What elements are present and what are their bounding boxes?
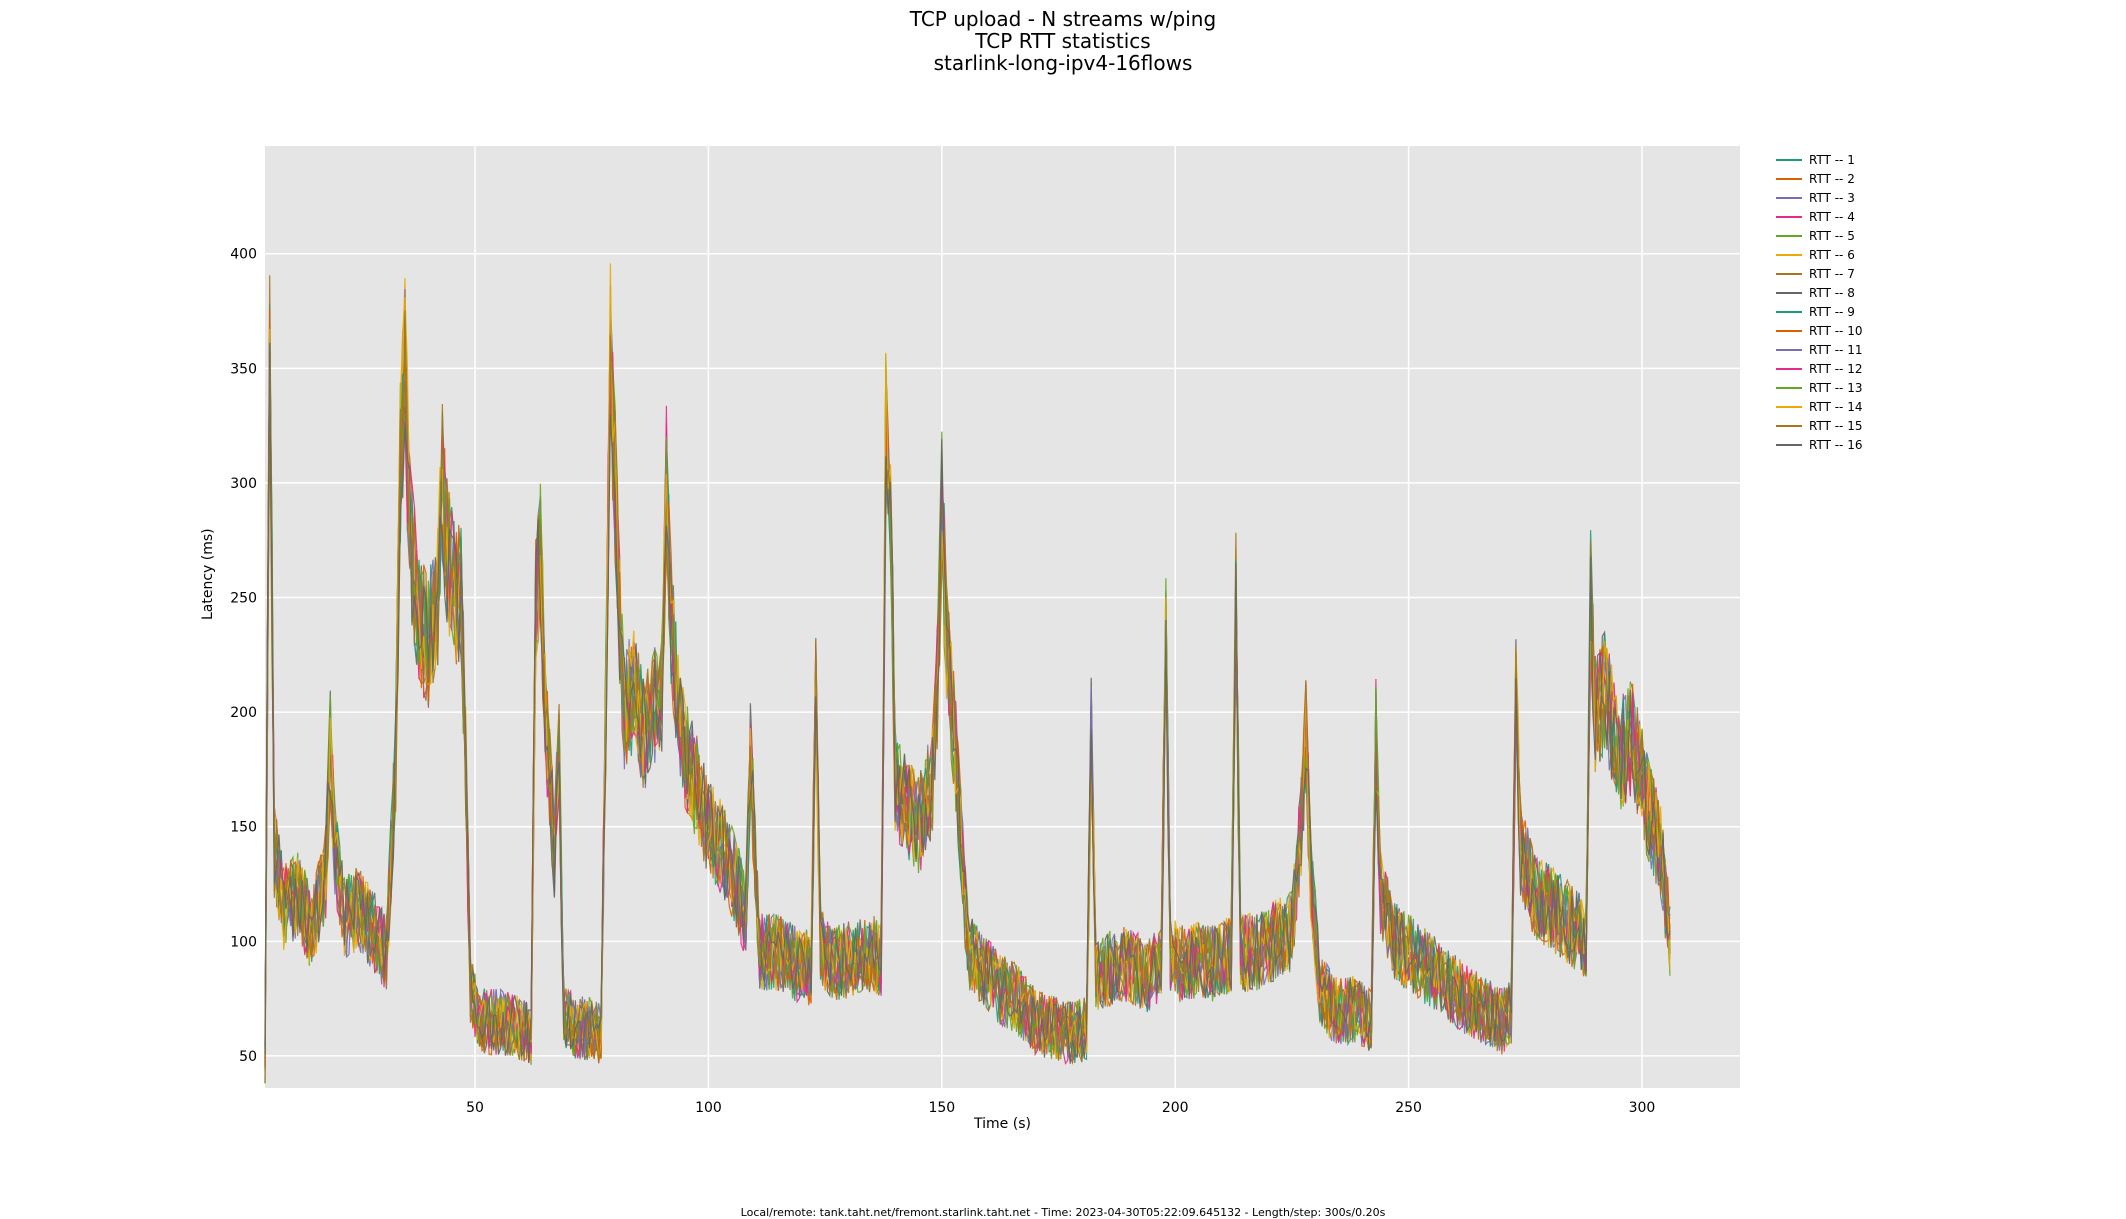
- legend-label: RTT -- 14: [1809, 399, 1863, 414]
- legend-swatch: [1776, 443, 1802, 446]
- legend-label: RTT -- 8: [1809, 285, 1855, 300]
- legend-label: RTT -- 6: [1809, 247, 1855, 262]
- chart-subtitle: TCP RTT statistics: [975, 29, 1151, 53]
- legend-label: RTT -- 15: [1809, 418, 1863, 433]
- legend-swatch: [1776, 272, 1802, 275]
- legend-label: RTT -- 12: [1809, 361, 1863, 376]
- legend-item: RTT -- 10: [1776, 321, 1862, 340]
- x-axis-label: Time (s): [974, 1116, 1031, 1132]
- legend-swatch: [1776, 158, 1802, 161]
- legend-swatch: [1776, 424, 1802, 427]
- legend-swatch: [1776, 291, 1802, 294]
- footer-info: Local/remote: tank.taht.net/fremont.star…: [740, 1206, 1386, 1219]
- legend-item: RTT -- 9: [1776, 302, 1862, 321]
- legend-swatch: [1776, 348, 1802, 351]
- legend-item: RTT -- 4: [1776, 207, 1862, 226]
- legend-swatch: [1776, 310, 1802, 313]
- legend-item: RTT -- 6: [1776, 245, 1862, 264]
- legend-item: RTT -- 15: [1776, 416, 1862, 435]
- y-tick-label: 250: [230, 591, 257, 607]
- x-tick-label: 100: [695, 1100, 722, 1116]
- x-tick-label: 300: [1629, 1100, 1656, 1116]
- legend-swatch: [1776, 253, 1802, 256]
- legend-label: RTT -- 11: [1809, 342, 1863, 357]
- x-tick-label: 250: [1395, 1100, 1422, 1116]
- y-tick-label: 300: [230, 476, 257, 492]
- legend-swatch: [1776, 405, 1802, 408]
- legend-label: RTT -- 13: [1809, 380, 1863, 395]
- legend-label: RTT -- 4: [1809, 209, 1855, 224]
- plot-area: [265, 146, 1740, 1088]
- series-line-16: [264, 342, 1671, 1064]
- y-tick-label: 100: [230, 934, 257, 950]
- series-line-15: [264, 310, 1671, 1084]
- y-tick-label: 350: [230, 361, 257, 377]
- legend-label: RTT -- 7: [1809, 266, 1855, 281]
- y-tick-label: 150: [230, 820, 257, 836]
- legend-label: RTT -- 16: [1809, 437, 1863, 452]
- legend-item: RTT -- 3: [1776, 188, 1862, 207]
- x-tick-label: 200: [1162, 1100, 1189, 1116]
- x-tick-label: 50: [466, 1100, 484, 1116]
- legend-item: RTT -- 2: [1776, 169, 1862, 188]
- legend-item: RTT -- 11: [1776, 340, 1862, 359]
- legend-label: RTT -- 10: [1809, 323, 1863, 338]
- legend-item: RTT -- 8: [1776, 283, 1862, 302]
- y-tick-label: 400: [230, 247, 257, 263]
- legend-swatch: [1776, 234, 1802, 237]
- legend-swatch: [1776, 329, 1802, 332]
- legend-item: RTT -- 1: [1776, 150, 1862, 169]
- y-axis-label: Latency (ms): [200, 528, 216, 620]
- legend-label: RTT -- 5: [1809, 228, 1855, 243]
- legend: RTT -- 1 RTT -- 2 RTT -- 3 RTT -- 4 RTT -- 5…: [1776, 150, 1862, 454]
- y-tick-label: 200: [230, 705, 257, 721]
- chart-title: TCP upload - N streams w/ping: [909, 7, 1217, 31]
- legend-swatch: [1776, 367, 1802, 370]
- legend-swatch: [1776, 386, 1802, 389]
- chart-subtitle-2: starlink-long-ipv4-16flows: [933, 51, 1193, 75]
- legend-item: RTT -- 16: [1776, 435, 1862, 454]
- legend-item: RTT -- 7: [1776, 264, 1862, 283]
- legend-label: RTT -- 2: [1809, 171, 1855, 186]
- legend-item: RTT -- 12: [1776, 359, 1862, 378]
- legend-item: RTT -- 14: [1776, 397, 1862, 416]
- legend-item: RTT -- 5: [1776, 226, 1862, 245]
- x-tick-label: 150: [928, 1100, 955, 1116]
- legend-label: RTT -- 9: [1809, 304, 1855, 319]
- legend-swatch: [1776, 177, 1802, 180]
- legend-item: RTT -- 13: [1776, 378, 1862, 397]
- legend-label: RTT -- 3: [1809, 190, 1855, 205]
- legend-swatch: [1776, 215, 1802, 218]
- legend-label: RTT -- 1: [1809, 152, 1855, 167]
- y-tick-label: 50: [239, 1049, 257, 1065]
- legend-swatch: [1776, 196, 1802, 199]
